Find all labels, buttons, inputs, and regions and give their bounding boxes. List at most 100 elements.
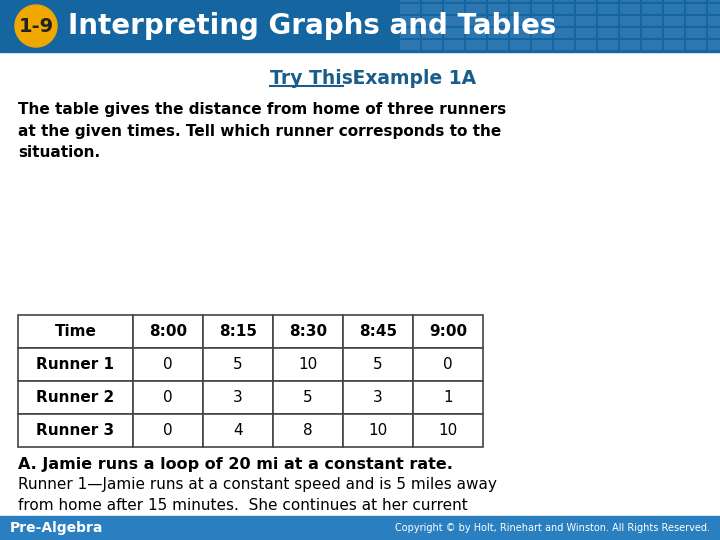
- Text: 0: 0: [163, 423, 173, 438]
- Bar: [576, 0, 596, 2]
- Bar: [413, 414, 483, 447]
- Bar: [488, 28, 508, 38]
- Text: 10: 10: [298, 357, 318, 372]
- Bar: [576, 4, 596, 14]
- Bar: [642, 16, 662, 26]
- Bar: [422, 0, 442, 2]
- Text: Time: Time: [55, 324, 96, 339]
- Bar: [400, 28, 420, 38]
- Bar: [273, 381, 343, 414]
- Bar: [642, 28, 662, 38]
- Text: Runner 1—Jamie runs at a constant speed and is 5 miles away
from home after 15 m: Runner 1—Jamie runs at a constant speed …: [18, 477, 503, 540]
- Bar: [466, 0, 486, 2]
- Bar: [400, 40, 420, 50]
- Bar: [413, 315, 483, 348]
- Bar: [708, 28, 720, 38]
- Bar: [444, 4, 464, 14]
- Bar: [273, 315, 343, 348]
- Bar: [532, 40, 552, 50]
- Bar: [532, 16, 552, 26]
- Text: Pre-Algebra: Pre-Algebra: [10, 521, 104, 535]
- Bar: [444, 28, 464, 38]
- Bar: [686, 28, 706, 38]
- Bar: [466, 4, 486, 14]
- Text: 8: 8: [303, 423, 312, 438]
- Bar: [510, 16, 530, 26]
- Bar: [343, 315, 413, 348]
- Bar: [510, 4, 530, 14]
- Text: 8:45: 8:45: [359, 324, 397, 339]
- Text: Runner 2: Runner 2: [37, 390, 114, 405]
- Bar: [576, 28, 596, 38]
- Bar: [343, 414, 413, 447]
- Bar: [576, 40, 596, 50]
- Bar: [400, 4, 420, 14]
- Bar: [444, 16, 464, 26]
- Bar: [576, 16, 596, 26]
- Text: Try This:: Try This:: [270, 69, 361, 87]
- Bar: [18, 381, 133, 414]
- Text: Example 1A: Example 1A: [346, 69, 476, 87]
- Bar: [133, 414, 203, 447]
- Bar: [532, 4, 552, 14]
- Text: 10: 10: [369, 423, 387, 438]
- Bar: [686, 0, 706, 2]
- Text: 8:00: 8:00: [149, 324, 187, 339]
- Bar: [598, 16, 618, 26]
- Bar: [664, 28, 684, 38]
- Bar: [532, 0, 552, 2]
- Bar: [642, 40, 662, 50]
- Bar: [400, 0, 420, 2]
- Bar: [620, 0, 640, 2]
- Text: 8:15: 8:15: [219, 324, 257, 339]
- Bar: [466, 16, 486, 26]
- Bar: [708, 16, 720, 26]
- Bar: [510, 0, 530, 2]
- Bar: [203, 315, 273, 348]
- Bar: [598, 28, 618, 38]
- Bar: [488, 0, 508, 2]
- Bar: [598, 4, 618, 14]
- Bar: [664, 0, 684, 2]
- Text: 1: 1: [444, 390, 453, 405]
- Bar: [532, 28, 552, 38]
- Bar: [0, 516, 720, 540]
- Bar: [554, 28, 574, 38]
- Text: 8:30: 8:30: [289, 324, 327, 339]
- Bar: [664, 16, 684, 26]
- Bar: [642, 0, 662, 2]
- Bar: [400, 16, 420, 26]
- Bar: [620, 28, 640, 38]
- Bar: [18, 315, 133, 348]
- Bar: [343, 348, 413, 381]
- Bar: [488, 4, 508, 14]
- Bar: [708, 0, 720, 2]
- Text: A. Jamie runs a loop of 20 mi at a constant rate.: A. Jamie runs a loop of 20 mi at a const…: [18, 457, 453, 472]
- Bar: [273, 414, 343, 447]
- Bar: [554, 16, 574, 26]
- Bar: [708, 4, 720, 14]
- Bar: [686, 16, 706, 26]
- Bar: [444, 40, 464, 50]
- Text: 0: 0: [444, 357, 453, 372]
- Text: 5: 5: [233, 357, 243, 372]
- Bar: [422, 4, 442, 14]
- Text: Interpreting Graphs and Tables: Interpreting Graphs and Tables: [68, 12, 557, 40]
- Bar: [18, 414, 133, 447]
- Bar: [598, 0, 618, 2]
- Bar: [708, 40, 720, 50]
- Bar: [133, 315, 203, 348]
- Bar: [488, 16, 508, 26]
- Bar: [620, 40, 640, 50]
- Circle shape: [15, 5, 57, 47]
- Text: The table gives the distance from home of three runners
at the given times. Tell: The table gives the distance from home o…: [18, 102, 506, 160]
- Text: Runner 3: Runner 3: [37, 423, 114, 438]
- Bar: [488, 40, 508, 50]
- Bar: [203, 414, 273, 447]
- Bar: [133, 348, 203, 381]
- Text: 5: 5: [373, 357, 383, 372]
- Bar: [203, 348, 273, 381]
- Text: 0: 0: [163, 390, 173, 405]
- Text: 10: 10: [438, 423, 458, 438]
- Bar: [554, 0, 574, 2]
